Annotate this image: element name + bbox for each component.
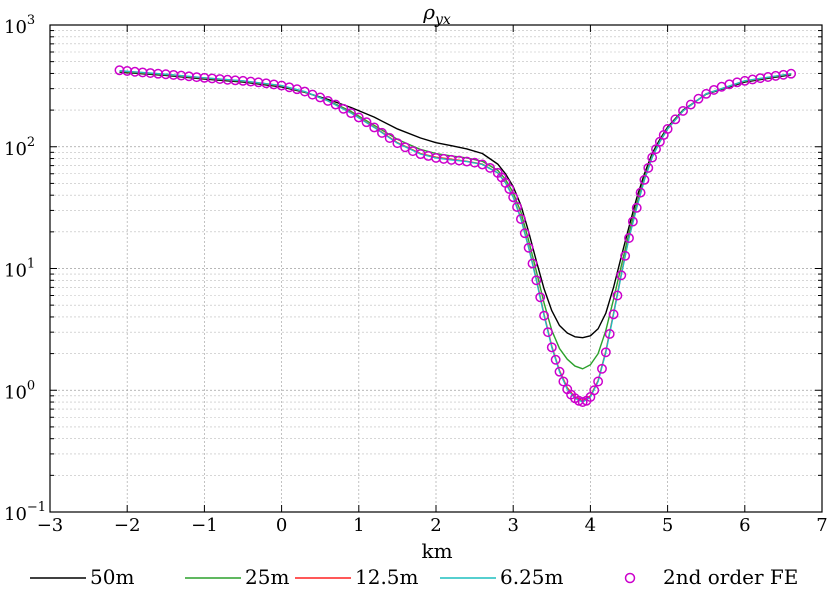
fe-marker	[620, 250, 631, 261]
x-tick-label: 0	[276, 515, 287, 536]
fe-marker	[608, 309, 619, 320]
y-tick-label: 100	[4, 378, 35, 403]
fe-marker	[651, 144, 661, 155]
x-tick-label: −3	[37, 515, 64, 536]
fe-marker	[643, 162, 654, 173]
x-axis-label: km	[421, 539, 452, 563]
fe-marker	[515, 214, 526, 224]
fe-marker	[635, 187, 646, 198]
fe-marker	[485, 162, 495, 173]
series-line-6-25m	[119, 70, 792, 403]
fe-marker	[631, 202, 642, 213]
series-layer	[114, 65, 797, 407]
x-tick-label: 4	[585, 515, 596, 536]
fe-marker	[392, 138, 403, 149]
fe-marker	[786, 68, 797, 79]
fe-marker	[346, 108, 357, 119]
fe-marker	[377, 127, 387, 138]
fe-marker	[693, 93, 704, 104]
fe-marker	[593, 376, 604, 387]
y-tick-label: 103	[4, 13, 35, 38]
x-tick-label: 5	[662, 515, 673, 536]
fe-marker	[685, 99, 696, 110]
fe-marker	[639, 174, 650, 185]
y-tick-label: 101	[4, 257, 35, 282]
fe-marker	[612, 290, 623, 301]
fe-marker	[523, 242, 534, 253]
fe-marker	[701, 88, 712, 99]
chart-title: ρyx	[422, 0, 451, 28]
axis-ticks	[49, 25, 823, 513]
fe-marker	[527, 258, 538, 269]
legend-label: 50m	[90, 565, 134, 589]
x-tick-label: 3	[507, 515, 518, 536]
x-tick-label: −2	[114, 515, 141, 536]
fe-marker	[554, 366, 565, 377]
legend-label: 6.25m	[500, 565, 564, 589]
fe-marker	[558, 376, 569, 387]
fe-marker	[338, 103, 349, 114]
fe-marker	[384, 133, 395, 143]
fe-marker	[662, 124, 673, 134]
fe-marker	[361, 117, 372, 128]
fe-marker	[550, 354, 561, 365]
y-tick-label: 102	[4, 135, 35, 160]
x-tick-label: 2	[430, 515, 441, 536]
y-tick-label: 10−1	[4, 500, 46, 525]
fe-marker	[600, 347, 611, 358]
fe-marker	[616, 270, 627, 281]
fe-marker	[546, 342, 557, 353]
fe-marker	[322, 95, 333, 106]
x-tick-label: 1	[353, 515, 364, 536]
fe-marker	[539, 310, 550, 321]
fe-marker	[604, 329, 615, 339]
series-line-25m	[119, 70, 792, 370]
fe-marker	[542, 327, 553, 338]
x-tick-label: 6	[739, 515, 750, 536]
y-tick-labels: 10−1 100 101 102 103	[4, 13, 46, 525]
fe-marker	[504, 184, 515, 194]
fe-marker	[589, 385, 600, 396]
x-tick-label: −1	[191, 515, 218, 536]
legend-label: 25m	[245, 565, 289, 589]
series-line-50m	[119, 71, 792, 339]
legend: 50m 25m 12.5m 6.25m 2nd order FE	[30, 565, 798, 589]
fe-marker	[508, 192, 519, 203]
fe-marker	[330, 99, 341, 110]
fe-marker	[627, 216, 638, 227]
fe-marker	[369, 122, 380, 133]
fe-marker	[624, 233, 634, 243]
fe-marker	[597, 363, 607, 374]
legend-marker	[624, 572, 636, 584]
legend-label: 12.5m	[355, 565, 419, 589]
fe-marker	[519, 228, 530, 239]
fe-marker	[535, 292, 546, 303]
fe-marker	[647, 152, 658, 163]
fe-marker	[678, 105, 688, 116]
fe-marker	[531, 275, 542, 286]
fe-marker	[512, 202, 523, 212]
fe-marker	[353, 112, 364, 123]
series-4-markers	[114, 65, 797, 407]
fe-marker	[670, 114, 681, 125]
legend-label: 2nd order FE	[663, 565, 798, 589]
x-tick-label: 7	[816, 515, 827, 536]
fe-marker	[400, 142, 411, 153]
x-tick-labels: −3 −2 −1 0 1 2 3 4 5 6 7	[37, 515, 828, 536]
series-line-12-5m	[119, 70, 792, 402]
